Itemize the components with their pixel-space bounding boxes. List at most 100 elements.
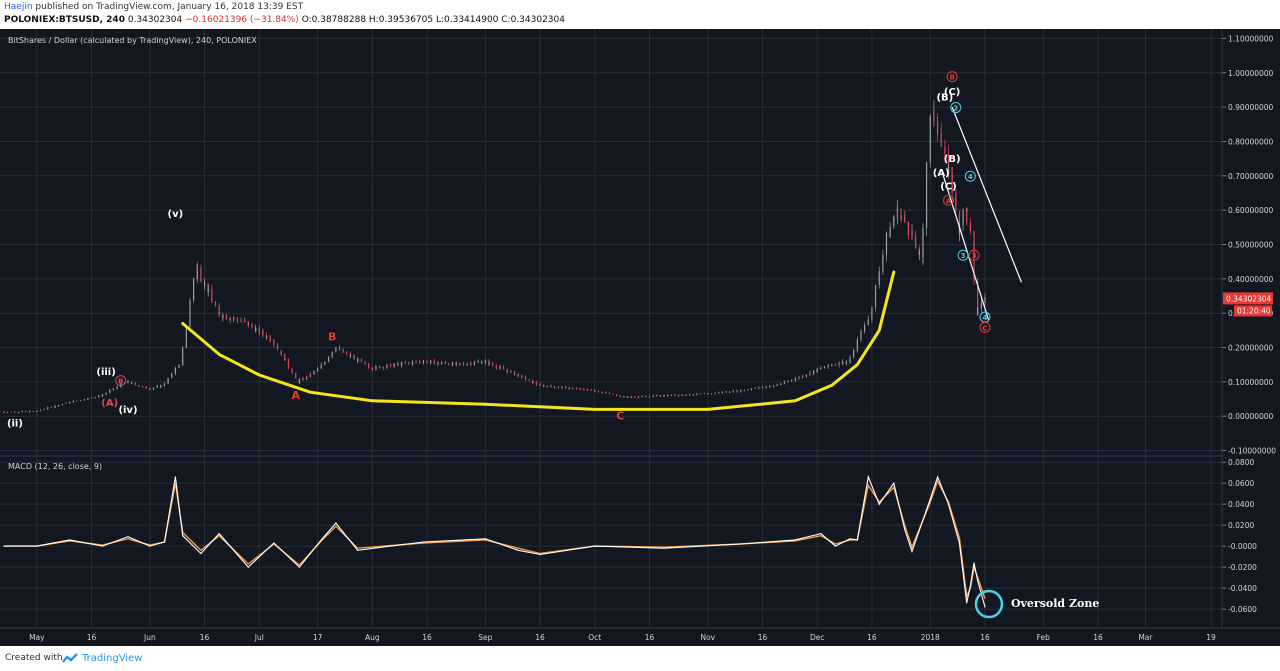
- price-candle-body: [871, 312, 873, 320]
- price-candle-body: [721, 391, 724, 393]
- macd-point: [163, 541, 166, 543]
- wave-label-ring: [115, 375, 127, 387]
- price-candle-body: [269, 336, 271, 341]
- price-tick-label: 0.70000000: [1228, 172, 1274, 181]
- price-candle-body: [160, 385, 162, 388]
- price-candle-body: [317, 368, 319, 371]
- macd-point: [298, 566, 300, 568]
- tradingview-brand[interactable]: TradingView: [82, 653, 143, 664]
- price-candle-body: [794, 378, 796, 380]
- price-candle-body: [783, 381, 785, 384]
- price-candle-body: [393, 363, 395, 365]
- price-candle-body: [699, 393, 702, 395]
- price-candle-body: [543, 385, 545, 387]
- wave-label: (C): [940, 182, 956, 193]
- macd-point: [539, 553, 541, 556]
- wave-label: (B): [944, 154, 961, 165]
- price-candle-body: [860, 331, 862, 340]
- price-candle-body: [17, 412, 20, 413]
- price-candle-body: [922, 227, 924, 258]
- price-candle-body: [120, 386, 122, 388]
- price-point: [907, 223, 910, 225]
- wave-label: (ii): [7, 419, 23, 430]
- price-candle-body: [14, 411, 16, 413]
- macd-tick-label: 0.0600: [1228, 479, 1254, 488]
- time-tick-label: Aug: [365, 633, 380, 642]
- macd-point: [127, 536, 129, 538]
- price-candle-body: [492, 364, 494, 366]
- price-candle-body: [193, 289, 195, 301]
- price-candle-body: [411, 361, 414, 365]
- author-link[interactable]: Haejin: [4, 2, 33, 12]
- price-candle-body: [79, 400, 82, 401]
- price-candle-body: [422, 361, 424, 363]
- price-candle-body: [189, 314, 191, 327]
- macd-point: [969, 585, 971, 587]
- price-candle-body: [747, 389, 749, 391]
- price-candle-body: [947, 167, 950, 174]
- price-candle-body: [820, 367, 822, 369]
- price-candle-body: [750, 388, 753, 390]
- price-candle-body: [944, 150, 946, 155]
- wave-label: 2: [953, 105, 958, 113]
- time-tick-label: Jul: [254, 633, 264, 642]
- price-candle-body: [131, 382, 133, 384]
- price-candle-body: [845, 361, 847, 364]
- chart-svg[interactable]: 1.10000000 1.00000000 0.90000000 0.80000000…: [0, 29, 1280, 646]
- price-candle-body: [462, 363, 465, 365]
- time-tick-label: Oct: [588, 633, 601, 642]
- wave-label-ring: [968, 249, 980, 261]
- price-candle-body: [200, 267, 202, 279]
- macd-point: [958, 542, 961, 544]
- price-point: [218, 312, 220, 314]
- price-candle-body: [984, 297, 986, 304]
- price-candle-body: [867, 319, 869, 323]
- price-point: [335, 346, 337, 349]
- price-candle-body: [856, 344, 858, 351]
- price-candle-body: [7, 412, 9, 413]
- price-candle-body: [174, 367, 176, 373]
- price-candle-body: [780, 383, 782, 385]
- price-candle-body: [674, 395, 676, 396]
- price-candle-body: [874, 284, 877, 300]
- price-candle-body: [583, 389, 585, 391]
- price-candle-body: [977, 308, 979, 315]
- price-tick-label: 0.00000000: [1228, 412, 1274, 421]
- time-tick-label: May: [29, 633, 45, 642]
- price-candle-body: [338, 348, 341, 351]
- price-candle-body: [612, 393, 614, 395]
- price-candle-body: [225, 314, 228, 319]
- price-point: [149, 387, 151, 390]
- price-candle-body: [433, 360, 435, 365]
- price-candle-body: [481, 362, 483, 364]
- macd-point: [36, 545, 38, 547]
- macd-point: [794, 539, 796, 541]
- price-candle-body: [597, 391, 600, 393]
- price-candle-body: [667, 395, 669, 397]
- price-candle-body: [404, 362, 406, 364]
- price-candle-body: [637, 396, 640, 398]
- chart-area[interactable]: 1.10000000 1.00000000 0.90000000 0.80000000…: [0, 29, 1280, 646]
- price-candle-body: [918, 251, 920, 255]
- macd-point: [218, 532, 220, 535]
- price-candle-body: [736, 390, 738, 392]
- price-candle-body: [502, 367, 505, 370]
- wave-label: (C): [944, 87, 960, 98]
- price-candle-body: [386, 366, 388, 369]
- price-candle-body: [43, 409, 45, 410]
- macd-tick-label: 0.0800: [1228, 458, 1254, 467]
- price-tick-label: 1.00000000: [1228, 69, 1274, 78]
- price-candle-body: [25, 411, 27, 412]
- price-candle-body: [141, 386, 144, 388]
- price-candle-body: [167, 377, 169, 380]
- macd-tick-label: -0.0600: [1228, 605, 1257, 614]
- price-candle-body: [309, 373, 311, 375]
- macd-point: [820, 532, 822, 535]
- price-candle-body: [619, 395, 621, 397]
- price-candle-body: [725, 391, 727, 393]
- price-candle-body: [397, 363, 399, 365]
- price-candle-body: [648, 396, 651, 398]
- price-point: [484, 360, 487, 363]
- price-candle-body: [915, 236, 917, 249]
- wave-label: (v): [168, 209, 184, 220]
